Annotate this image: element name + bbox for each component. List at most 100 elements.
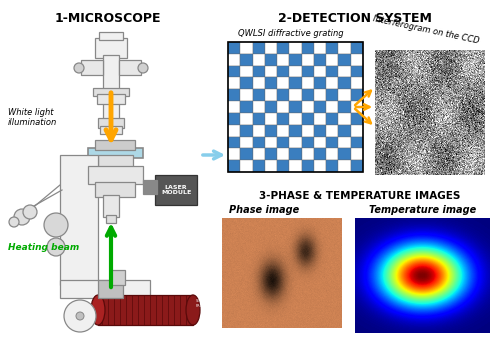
Text: Heating beam: Heating beam [8,244,79,252]
Bar [314,66,326,77]
Bar [240,113,252,125]
Bar [314,160,326,172]
Bar [326,42,338,54]
Ellipse shape [91,295,105,325]
Bar [228,148,240,160]
Ellipse shape [186,295,200,325]
Bar [350,113,363,125]
Bar [98,155,133,167]
Bar [326,113,338,125]
Bar [265,125,277,137]
Bar [350,125,363,137]
Bar [240,77,252,89]
Bar [265,101,277,113]
Bar [302,54,314,66]
Bar [228,160,240,172]
Bar [277,54,289,66]
Bar [338,89,350,101]
Bar [252,101,265,113]
Bar [228,101,240,113]
Bar [265,77,277,89]
Bar [99,32,123,40]
Bar [60,155,98,285]
Bar [88,148,143,158]
Bar [252,42,265,54]
Bar [302,77,314,89]
Bar [252,148,265,160]
Circle shape [74,63,84,73]
Circle shape [47,238,65,256]
Bar [277,42,289,54]
Bar [338,148,350,160]
Bar [98,280,123,298]
Bar [252,89,265,101]
Bar [338,113,350,125]
Bar [326,66,338,77]
Text: LASER
MODULE: LASER MODULE [161,185,191,195]
Circle shape [9,217,19,227]
Bar [277,148,289,160]
Bar [277,77,289,89]
Bar [290,148,302,160]
Bar [103,55,119,120]
Bar [265,54,277,66]
Bar [314,137,326,148]
Bar [314,113,326,125]
Bar [265,66,277,77]
Bar [143,180,157,194]
Bar [277,66,289,77]
Bar [290,160,302,172]
Bar [338,137,350,148]
Bar [326,54,338,66]
Bar [314,89,326,101]
Bar [252,54,265,66]
Bar [326,89,338,101]
Bar [119,60,141,75]
Bar [98,295,193,325]
Bar [338,77,350,89]
Bar [240,148,252,160]
Text: Interferogram on the CCD: Interferogram on the CCD [372,14,480,46]
Bar [290,66,302,77]
Bar [350,66,363,77]
Bar [338,66,350,77]
Bar [314,148,326,160]
Bar [228,89,240,101]
Bar [290,54,302,66]
Bar [240,160,252,172]
Bar [290,137,302,148]
Circle shape [138,63,148,73]
Bar [252,66,265,77]
Bar [290,113,302,125]
Bar [350,54,363,66]
Bar [302,66,314,77]
Bar [265,113,277,125]
Bar [228,54,240,66]
Bar [265,89,277,101]
Bar [290,125,302,137]
Text: QWLSI diffractive grating: QWLSI diffractive grating [238,29,344,38]
Circle shape [23,205,37,219]
Bar [106,215,116,223]
Bar [350,137,363,148]
Bar [100,126,122,134]
Bar [314,101,326,113]
Bar [350,101,363,113]
Bar [302,89,314,101]
Bar [277,137,289,148]
Bar [302,137,314,148]
Bar [103,195,119,217]
Bar [228,125,240,137]
Bar [95,140,135,150]
Bar [290,101,302,113]
Bar [350,42,363,54]
Circle shape [44,213,68,237]
Bar [93,88,129,96]
Circle shape [76,312,84,320]
Bar [60,280,150,298]
Bar [240,125,252,137]
Bar [81,60,103,75]
Bar [252,125,265,137]
Bar [98,118,124,128]
Circle shape [14,209,30,225]
